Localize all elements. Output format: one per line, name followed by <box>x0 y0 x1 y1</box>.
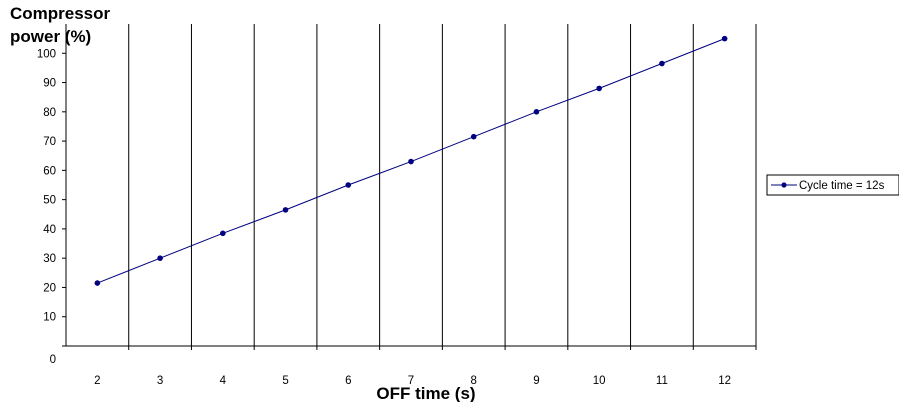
x-tick-label: 6 <box>345 375 351 387</box>
x-tick-label: 12 <box>718 375 731 387</box>
y-tick-label: 30 <box>43 253 56 265</box>
y-tick-label: 20 <box>43 282 56 294</box>
axes <box>62 24 756 347</box>
y-tick-label: 70 <box>43 136 56 148</box>
data-point <box>282 207 289 213</box>
data-point <box>470 133 477 140</box>
data-point <box>596 85 602 92</box>
legend: Cycle time = 12s <box>766 174 899 196</box>
y-tick-label: 80 <box>43 107 56 119</box>
x-tick-label: 5 <box>282 375 288 387</box>
y-tick-label: 50 <box>43 195 56 207</box>
x-tick-label: 7 <box>408 375 414 387</box>
y-tick-label: 0 <box>50 354 56 366</box>
data-point <box>721 35 728 42</box>
x-axis-label: OFF time (s) <box>376 384 475 402</box>
data-point <box>345 182 352 188</box>
x-tick-label: 11 <box>656 375 668 387</box>
x-tick-label: 10 <box>593 375 606 387</box>
data-point <box>94 280 101 286</box>
series <box>94 35 728 286</box>
y-tick-label: 100 <box>37 48 56 60</box>
x-tick-label: 8 <box>471 375 477 387</box>
y-tick-label: 10 <box>43 312 56 324</box>
data-point <box>220 230 226 237</box>
x-tick-label: 4 <box>220 375 227 387</box>
y-tick-label: 60 <box>43 165 56 177</box>
data-point <box>408 158 414 165</box>
y-tick-label: 40 <box>43 224 56 236</box>
x-tick-label: 3 <box>157 375 163 387</box>
legend-box <box>766 174 899 196</box>
x-tick-label: 9 <box>533 375 539 387</box>
y-axis-label-line-1: Compressor <box>10 4 111 23</box>
legend-marker-swatch <box>781 182 787 188</box>
y-ticks: 0 10 20 30 40 50 60 70 80 90 100 <box>37 48 66 366</box>
grid <box>128 24 757 346</box>
x-tick-label: 2 <box>94 375 100 387</box>
data-point <box>157 255 163 261</box>
y-tick-label: 90 <box>43 78 56 90</box>
x-ticks: 2 3 4 5 6 7 8 9 10 11 12 <box>94 346 757 387</box>
y-axis-label-line-2: power (%) <box>10 27 91 46</box>
data-point <box>533 109 540 115</box>
legend-entry: Cycle time = 12s <box>799 180 885 192</box>
data-point <box>659 60 665 67</box>
